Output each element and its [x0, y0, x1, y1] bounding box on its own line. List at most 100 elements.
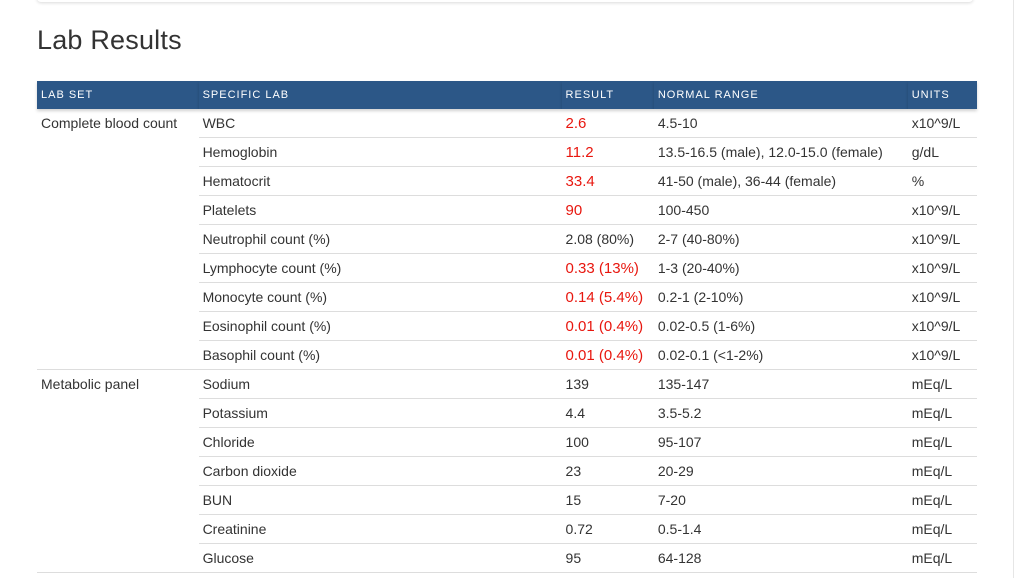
result-cell: 100 — [561, 427, 654, 457]
specific-lab-cell: Potassium — [198, 398, 562, 428]
header-result: RESULT — [561, 81, 654, 109]
normal-range-cell: 0.02-0.5 (1-6%) — [653, 311, 908, 341]
header-lab-set: LAB SET — [37, 81, 199, 109]
normal-range-cell: 95-107 — [653, 427, 908, 457]
lab-set-cell — [37, 399, 199, 428]
units-cell: mEq/L — [907, 427, 977, 457]
specific-lab-cell: Eosinophil count (%) — [198, 311, 562, 341]
specific-lab-cell: Platelets — [198, 195, 562, 225]
table-row: Metabolic panel Sodium 139 135-147 mEq/L — [37, 369, 977, 399]
units-cell: x10^9/L — [907, 253, 977, 283]
lab-set-cell — [37, 254, 199, 283]
lab-set-cell — [37, 515, 199, 544]
normal-range-cell: 3.5-5.2 — [653, 398, 908, 428]
result-cell: 95 — [561, 543, 654, 573]
result-cell: 23 — [561, 456, 654, 486]
table-row: Neutrophil count (%) 2.08 (80%) 2-7 (40-80… — [37, 224, 977, 254]
units-cell: mEq/L — [907, 398, 977, 428]
units-cell: g/dL — [907, 137, 977, 167]
specific-lab-cell: Hemoglobin — [198, 137, 562, 167]
units-cell: mEq/L — [907, 456, 977, 486]
result-cell: 2.6 — [561, 109, 654, 138]
units-cell: x10^9/L — [907, 109, 977, 138]
specific-lab-cell: Monocyte count (%) — [198, 282, 562, 312]
lab-set-cell — [37, 340, 199, 370]
result-cell: 90 — [561, 195, 654, 225]
lab-set-cell — [37, 428, 199, 457]
units-cell: x10^9/L — [907, 311, 977, 341]
lab-set-cell — [37, 486, 199, 515]
result-cell: 15 — [561, 485, 654, 515]
units-cell: % — [907, 166, 977, 196]
normal-range-cell: 0.5-1.4 — [653, 514, 908, 544]
header-row: LAB SET SPECIFIC LAB RESULT NORMAL RANGE… — [37, 81, 977, 109]
specific-lab-cell: Basophil count (%) — [198, 340, 562, 370]
result-cell: 0.72 — [561, 514, 654, 544]
table-row: Hemoglobin 11.2 13.5-16.5 (male), 12.0-15.… — [37, 137, 977, 167]
specific-lab-cell: Chloride — [198, 427, 562, 457]
normal-range-cell: 0.02-0.1 (<1-2%) — [653, 340, 908, 370]
specific-lab-cell: Creatinine — [198, 514, 562, 544]
lab-set-cell — [37, 167, 199, 196]
specific-lab-cell: Sodium — [198, 369, 562, 399]
table-body: Complete blood count WBC 2.6 4.5-10 x10^9/L H… — [37, 109, 977, 573]
header-specific-lab: SPECIFIC LAB — [198, 81, 562, 109]
table-row: Potassium 4.4 3.5-5.2 mEq/L — [37, 398, 977, 428]
table-header: LAB SET SPECIFIC LAB RESULT NORMAL RANGE… — [37, 81, 977, 109]
specific-lab-cell: Hematocrit — [198, 166, 562, 196]
lab-set-cell — [37, 283, 199, 312]
lab-set-cell — [37, 225, 199, 254]
units-cell: x10^9/L — [907, 195, 977, 225]
table-row: Glucose 95 64-128 mEq/L — [37, 543, 977, 573]
normal-range-cell: 100-450 — [653, 195, 908, 225]
specific-lab-cell: Glucose — [198, 543, 562, 573]
result-cell: 0.33 (13%) — [561, 253, 654, 283]
normal-range-cell: 4.5-10 — [653, 109, 908, 138]
normal-range-cell: 135-147 — [653, 369, 908, 399]
result-cell: 11.2 — [561, 137, 654, 167]
lab-set-cell — [37, 138, 199, 167]
header-units: UNITS — [907, 81, 977, 109]
lab-set-cell: Metabolic panel — [41, 376, 140, 393]
table-row: Eosinophil count (%) 0.01 (0.4%) 0.02-0.5 … — [37, 311, 977, 341]
result-cell: 4.4 — [561, 398, 654, 428]
result-cell: 33.4 — [561, 166, 654, 196]
lab-results-table: LAB SET SPECIFIC LAB RESULT NORMAL RANGE… — [37, 81, 977, 573]
result-cell: 0.14 (5.4%) — [561, 282, 654, 312]
table-row: Hematocrit 33.4 41-50 (male), 36-44 (femal… — [37, 166, 977, 196]
normal-range-cell: 13.5-16.5 (male), 12.0-15.0 (female) — [653, 137, 908, 167]
specific-lab-cell: Neutrophil count (%) — [198, 224, 562, 254]
normal-range-cell: 64-128 — [653, 543, 908, 573]
units-cell: mEq/L — [907, 485, 977, 515]
specific-lab-cell: BUN — [198, 485, 562, 515]
lab-set-cell — [37, 196, 199, 225]
normal-range-cell: 7-20 — [653, 485, 908, 515]
units-cell: mEq/L — [907, 543, 977, 573]
header-normal-range: NORMAL RANGE — [653, 81, 908, 109]
previous-card-bottom — [37, 0, 973, 2]
table-row: Lymphocyte count (%) 0.33 (13%) 1-3 (20-40… — [37, 253, 977, 283]
specific-lab-cell: WBC — [198, 109, 562, 138]
table-row: Platelets 90 100-450 x10^9/L — [37, 195, 977, 225]
table-row: Chloride 100 95-107 mEq/L — [37, 427, 977, 457]
units-cell: x10^9/L — [907, 224, 977, 254]
result-cell: 0.01 (0.4%) — [561, 311, 654, 341]
normal-range-cell: 2-7 (40-80%) — [653, 224, 908, 254]
normal-range-cell: 20-29 — [653, 456, 908, 486]
result-cell: 139 — [561, 369, 654, 399]
table-row: Complete blood count WBC 2.6 4.5-10 x10^9/L — [37, 109, 977, 138]
lab-set-cell — [37, 543, 199, 573]
table-row: Carbon dioxide 23 20-29 mEq/L — [37, 456, 977, 486]
specific-lab-cell: Lymphocyte count (%) — [198, 253, 562, 283]
lab-set-cell — [37, 457, 199, 486]
specific-lab-cell: Carbon dioxide — [198, 456, 562, 486]
page-title: Lab Results — [37, 25, 182, 55]
result-cell: 0.01 (0.4%) — [561, 340, 654, 370]
units-cell: x10^9/L — [907, 282, 977, 312]
result-cell: 2.08 (80%) — [561, 224, 654, 254]
normal-range-cell: 0.2-1 (2-10%) — [653, 282, 908, 312]
normal-range-cell: 1-3 (20-40%) — [653, 253, 908, 283]
table-row: Monocyte count (%) 0.14 (5.4%) 0.2-1 (2-10… — [37, 282, 977, 312]
lab-set-cell: Complete blood count — [41, 115, 178, 132]
table-row: BUN 15 7-20 mEq/L — [37, 485, 977, 515]
